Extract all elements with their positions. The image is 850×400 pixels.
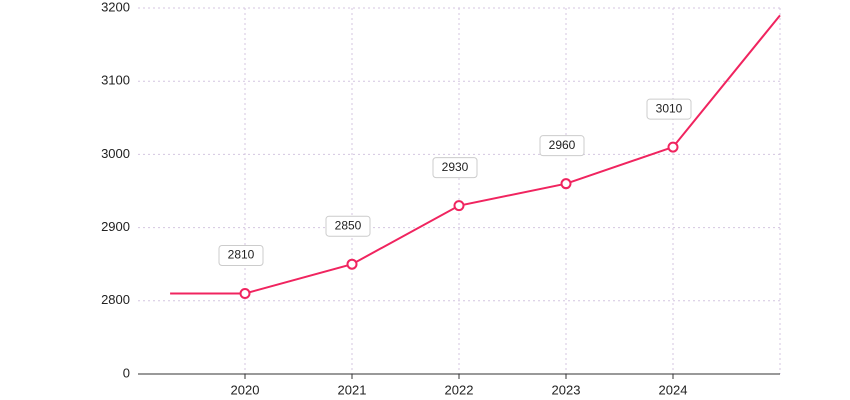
data-label-box (218, 244, 264, 266)
point (346, 258, 358, 270)
x-tick-label: 2021 (338, 382, 367, 397)
x-tick-label: 2020 (231, 382, 260, 397)
data-label: 2930 (442, 160, 469, 174)
point (453, 200, 465, 212)
data-label: 2850 (335, 218, 362, 232)
y-tick-label: 3200 (101, 0, 130, 14)
point (239, 287, 251, 299)
data-label-box (646, 98, 692, 120)
data-label: 2960 (549, 138, 576, 152)
y-tick-label: 2800 (101, 292, 130, 307)
data-label-box (539, 135, 585, 157)
point (667, 141, 679, 153)
y-tick-label: 3000 (101, 146, 130, 161)
x-tick-label: 2023 (552, 382, 581, 397)
y-tick-label: 3100 (101, 73, 130, 88)
y-tick-label: 2900 (101, 219, 130, 234)
data-label-box (325, 215, 371, 237)
point (560, 178, 572, 190)
x-tick-label: 2024 (659, 382, 688, 397)
data-label-box (432, 157, 478, 179)
data-label: 3010 (656, 101, 683, 115)
data-label: 2810 (228, 248, 255, 262)
y-tick-label: 0 (123, 365, 130, 380)
x-tick-label: 2022 (445, 382, 474, 397)
